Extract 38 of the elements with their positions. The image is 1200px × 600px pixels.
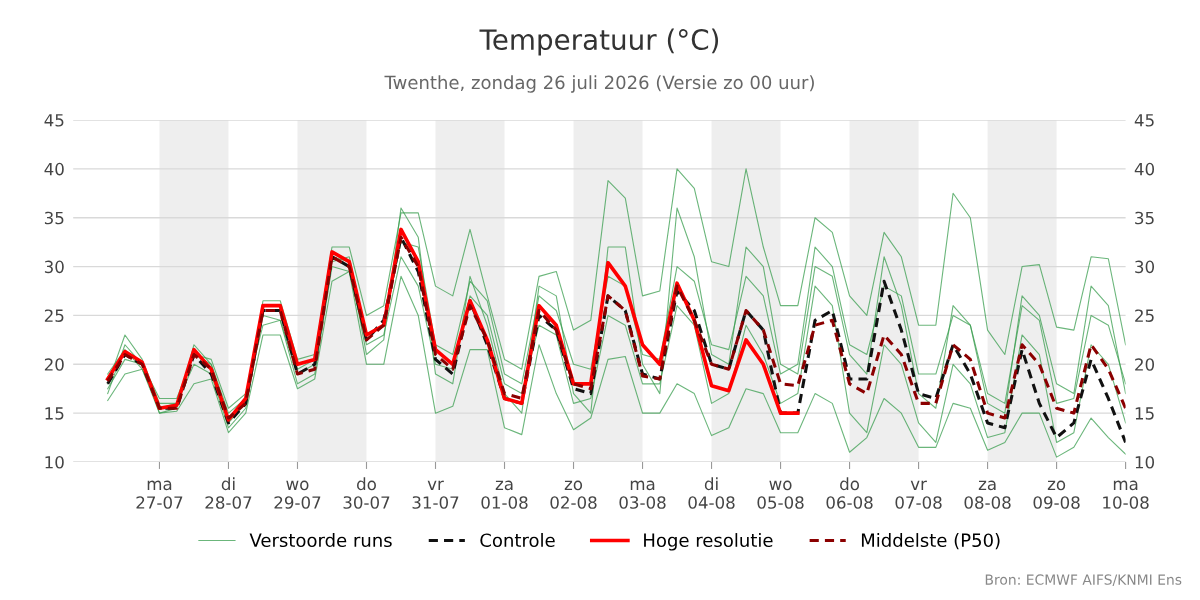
y-tick-label: 45 [44,114,64,127]
x-tick-label: di 28-07 [205,477,252,509]
y2-tick-label: 40 [1134,162,1155,176]
x-tick-label: vr 31-07 [412,480,459,509]
y-tick-label: 30 [44,260,64,274]
y2-tick-label: 45 [1134,114,1154,127]
legend-label: Controle [480,533,555,548]
x-tick-label: zo 02-08 [550,480,597,509]
legend-label: Verstoorde runs [249,533,392,548]
y-tick-label: 35 [44,211,64,225]
y2-tick-label: 20 [1135,358,1155,371]
x-tick-label: do 06-08 [826,477,873,509]
x-tick-label: zo 09-08 [1033,480,1080,509]
x-tick-label: di 04-08 [688,477,735,509]
y2-tick-label: 10 [1135,455,1155,469]
y2-tick-label: 30 [1135,260,1155,274]
x-tick-label: za 01-08 [481,480,528,509]
y2-tick-label: 35 [1135,211,1154,225]
x-tick-label: wo 05-08 [757,480,804,509]
x-tick-label: wo 29-07 [274,480,321,509]
y-tick-label: 10 [45,455,64,469]
y-tick-label: 15 [45,407,64,420]
y-tick-label: 20 [44,358,64,371]
chart-subtitle: Twenthe, zondag 26 juli 2026 (Versie zo 00 uur) [384,75,814,93]
y2-tick-label: 25 [1135,309,1154,322]
legend-label: Middelste (P50) [861,533,1000,550]
x-tick-label: za 08-08 [964,480,1011,509]
x-tick-label: do 30-07 [343,477,390,509]
y-tick-label: 25 [44,309,64,322]
y2-tick-label: 15 [1135,407,1154,420]
x-tick-label: ma 03-08 [619,480,666,509]
text: Bron: ECMWF AIFS/KNMI Ens [985,574,1182,586]
chart-title: Temperatuur (°C) [479,28,719,56]
legend-label: Hoge resolutie [644,533,773,551]
x-tick-label: ma 27-07 [136,480,183,509]
y-tick-label: 40 [44,162,64,176]
x-tick-label: vr 07-08 [895,480,942,509]
x-tick-label: ma 10-08 [1103,480,1149,509]
